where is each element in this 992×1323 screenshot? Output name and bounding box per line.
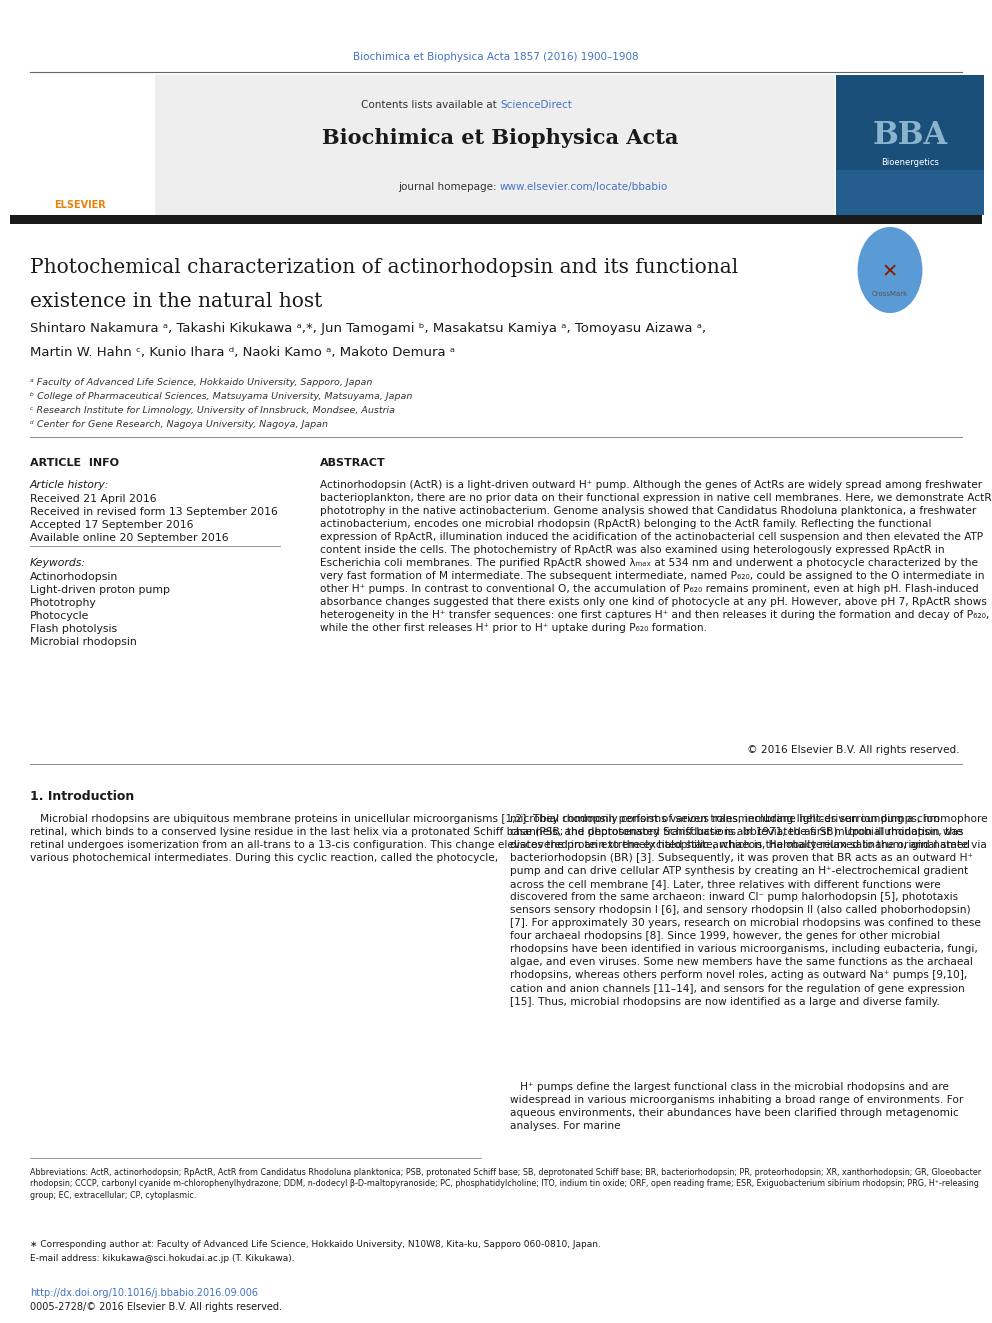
Text: ARTICLE  INFO: ARTICLE INFO [30,458,119,468]
Text: ELSEVIER: ELSEVIER [55,200,106,210]
Bar [836,75,984,216]
Bar [155,75,835,216]
Text: Flash photolysis: Flash photolysis [30,624,117,634]
Text: microbial rhodopsin performs various roles, including light-driven ion pumps, io: microbial rhodopsin performs various rol… [510,814,981,1007]
Bar [10,216,982,224]
Text: Abbreviations: ActR, actinorhodopsin; RpActR, ActR from Candidatus Rhodoluna pla: Abbreviations: ActR, actinorhodopsin; Rp… [30,1168,981,1200]
Text: Bioenergetics: Bioenergetics [881,157,939,167]
Text: Article history:: Article history: [30,480,109,490]
Text: Actinorhodopsin: Actinorhodopsin [30,572,118,582]
Text: ✕: ✕ [882,262,898,280]
Text: journal homepage:: journal homepage: [398,183,500,192]
Text: Photochemical characterization of actinorhodopsin and its functional: Photochemical characterization of actino… [30,258,738,277]
Text: Phototrophy: Phototrophy [30,598,97,609]
Circle shape [858,228,922,312]
Text: 0005-2728/© 2016 Elsevier B.V. All rights reserved.: 0005-2728/© 2016 Elsevier B.V. All right… [30,1302,282,1312]
Text: Microbial rhodopsin: Microbial rhodopsin [30,636,137,647]
Text: ScienceDirect: ScienceDirect [500,101,571,110]
Text: http://dx.doi.org/10.1016/j.bbabio.2016.09.006: http://dx.doi.org/10.1016/j.bbabio.2016.… [30,1289,258,1298]
Text: Available online 20 September 2016: Available online 20 September 2016 [30,533,228,542]
Text: © 2016 Elsevier B.V. All rights reserved.: © 2016 Elsevier B.V. All rights reserved… [747,745,960,755]
Text: Received 21 April 2016: Received 21 April 2016 [30,493,157,504]
Text: ᵃ Faculty of Advanced Life Science, Hokkaido University, Sapporo, Japan: ᵃ Faculty of Advanced Life Science, Hokk… [30,378,372,388]
Text: Biochimica et Biophysica Acta 1857 (2016) 1900–1908: Biochimica et Biophysica Acta 1857 (2016… [353,52,639,62]
Text: Martin W. Hahn ᶜ, Kunio Ihara ᵈ, Naoki Kamo ᵃ, Makoto Demura ᵃ: Martin W. Hahn ᶜ, Kunio Ihara ᵈ, Naoki K… [30,347,455,359]
Text: Light-driven proton pump: Light-driven proton pump [30,585,170,595]
Text: Shintaro Nakamura ᵃ, Takashi Kikukawa ᵃ,*, Jun Tamogami ᵇ, Masakatsu Kamiya ᵃ, T: Shintaro Nakamura ᵃ, Takashi Kikukawa ᵃ,… [30,321,706,335]
Text: existence in the natural host: existence in the natural host [30,292,322,311]
Text: Actinorhodopsin (ActR) is a light-driven outward H⁺ pump. Although the genes of : Actinorhodopsin (ActR) is a light-driven… [320,480,992,634]
Text: 1. Introduction: 1. Introduction [30,790,134,803]
Text: Contents lists available at: Contents lists available at [361,101,500,110]
Bar [836,169,984,216]
Bar [10,75,155,216]
Text: www.elsevier.com/locate/bbabio: www.elsevier.com/locate/bbabio [500,183,669,192]
Text: ᶜ Research Institute for Limnology, University of Innsbruck, Mondsee, Austria: ᶜ Research Institute for Limnology, Univ… [30,406,395,415]
Text: Accepted 17 September 2016: Accepted 17 September 2016 [30,520,193,531]
Text: CrossMark: CrossMark [872,291,908,296]
Text: Keywords:: Keywords: [30,558,86,568]
Text: Photocycle: Photocycle [30,611,89,620]
Text: Biochimica et Biophysica Acta: Biochimica et Biophysica Acta [321,128,679,148]
Text: Microbial rhodopsins are ubiquitous membrane proteins in unicellular microorgani: Microbial rhodopsins are ubiquitous memb… [30,814,988,863]
Text: ∗ Corresponding author at: Faculty of Advanced Life Science, Hokkaido University: ∗ Corresponding author at: Faculty of Ad… [30,1240,601,1249]
Text: ABSTRACT: ABSTRACT [320,458,386,468]
Text: E-mail address: kikukawa@sci.hokudai.ac.jp (T. Kikukawa).: E-mail address: kikukawa@sci.hokudai.ac.… [30,1254,295,1263]
Text: ᵇ College of Pharmaceutical Sciences, Matsuyama University, Matsuyama, Japan: ᵇ College of Pharmaceutical Sciences, Ma… [30,392,413,401]
Text: Received in revised form 13 September 2016: Received in revised form 13 September 20… [30,507,278,517]
Text: ᵈ Center for Gene Research, Nagoya University, Nagoya, Japan: ᵈ Center for Gene Research, Nagoya Unive… [30,419,328,429]
Text: BBA: BBA [872,120,947,151]
Text: H⁺ pumps define the largest functional class in the microbial rhodopsins and are: H⁺ pumps define the largest functional c… [510,1082,963,1131]
